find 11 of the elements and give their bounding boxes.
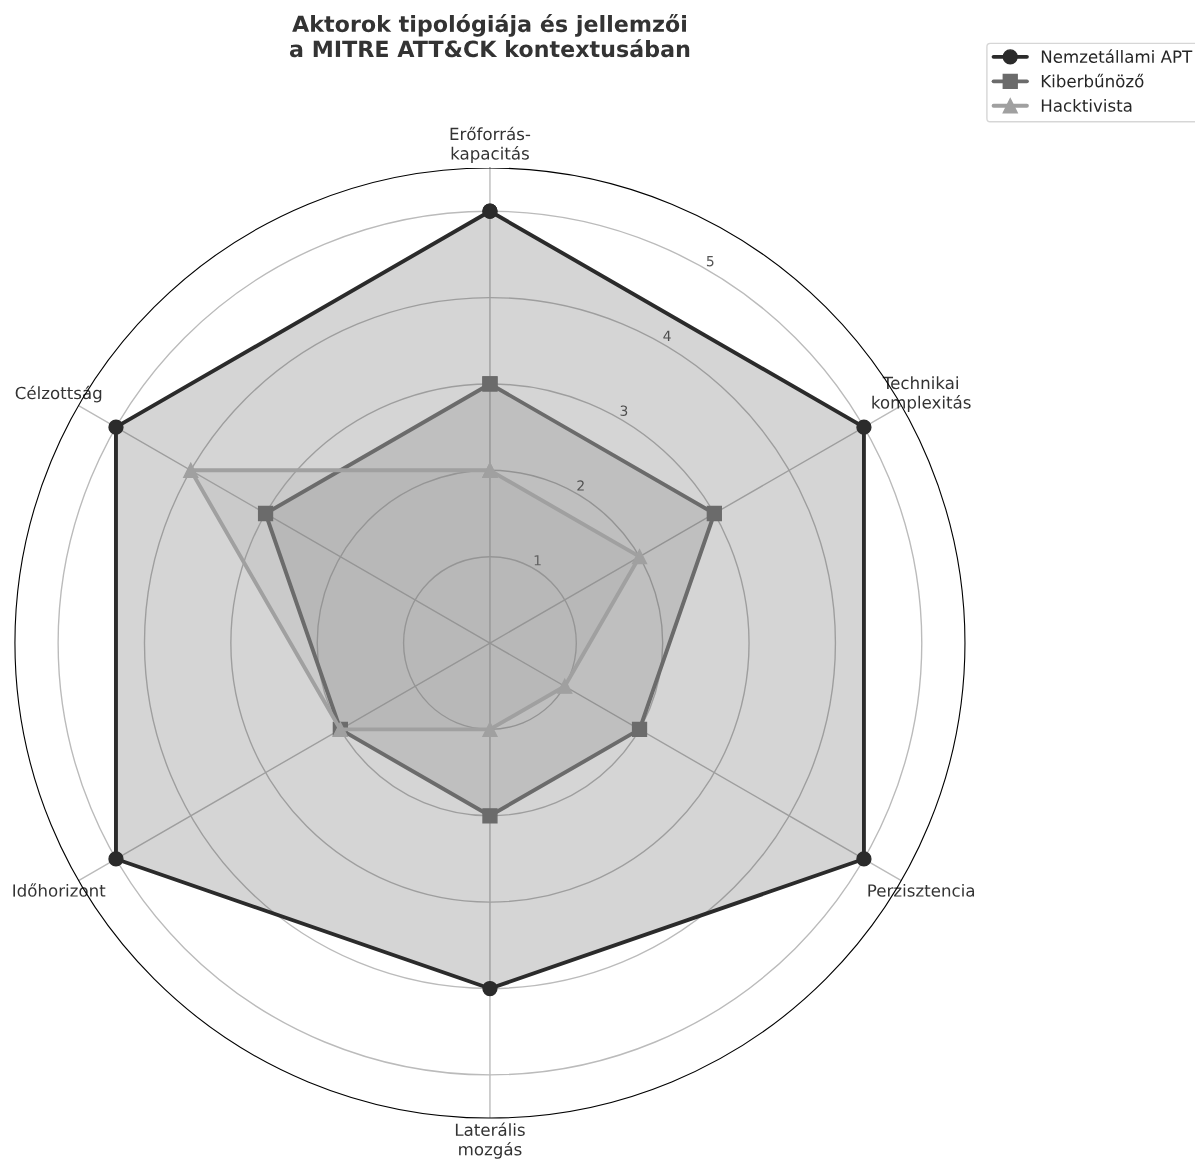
y-tick-label: 2	[577, 480, 584, 491]
spoke-label: Laterális mozgás	[455, 1122, 525, 1159]
legend-label: Hacktivista	[1041, 98, 1132, 112]
legend-label: Nemzetállami APT	[1041, 49, 1193, 63]
spoke-label: Erőforrás- kapacitás	[450, 126, 531, 163]
chart-title: Aktorok tipológiája és jellemzői a MITRE ATT&CK kontextusában	[289, 14, 690, 58]
y-tick-label: 1	[534, 555, 541, 566]
legend-label: Kiberbűnöző	[1041, 73, 1144, 88]
y-tick-label: 3	[620, 405, 628, 416]
y-tick-label: 4	[663, 330, 671, 341]
y-tick-label: 5	[706, 256, 714, 267]
